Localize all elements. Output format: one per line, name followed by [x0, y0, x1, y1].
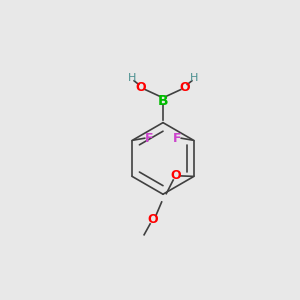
Text: O: O — [170, 169, 181, 182]
Text: O: O — [180, 81, 190, 94]
Text: O: O — [136, 81, 146, 94]
Text: H: H — [190, 73, 198, 83]
Text: F: F — [145, 132, 154, 145]
Text: O: O — [147, 213, 158, 226]
Text: B: B — [158, 94, 168, 108]
Text: H: H — [128, 73, 136, 83]
Text: F: F — [172, 132, 181, 145]
